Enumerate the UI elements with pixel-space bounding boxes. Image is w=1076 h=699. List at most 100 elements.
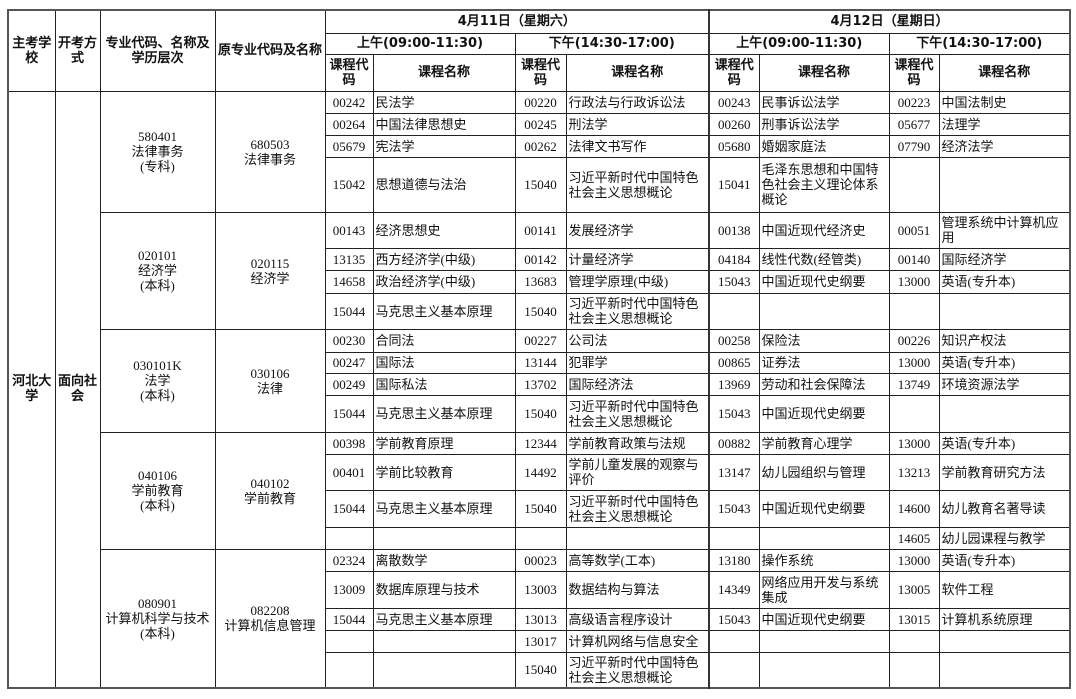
course-name: 保险法 <box>758 328 890 353</box>
course-name: 婚姻家庭法 <box>758 134 890 158</box>
course-name: 环境资源法学 <box>938 372 1071 396</box>
course-code: 13003 <box>514 570 567 609</box>
course-name: 马克思主义基本原理 <box>372 489 516 528</box>
orig-major-cell: 680503 法律事务 <box>214 90 326 213</box>
course-name <box>372 526 516 550</box>
course-code: 00051 <box>888 211 940 249</box>
course-name: 证券法 <box>758 351 890 374</box>
orig-major-line: 法律 <box>256 380 283 396</box>
course-code: 15043 <box>708 607 760 631</box>
course-name <box>758 292 890 330</box>
course-name: 马克思主义基本原理 <box>372 394 516 433</box>
course-code: 00264 <box>324 112 374 136</box>
course-name: 犯罪学 <box>565 351 710 374</box>
course-code: 15040 <box>514 156 567 213</box>
course-name: 宪法学 <box>372 134 516 158</box>
course-name: 民事诉讼法学 <box>758 90 890 114</box>
course-name: 幼儿园组织与管理 <box>758 453 890 491</box>
table-row: 15042 思想道德与法治 15040 习近平新时代中国特色社会主义思想概论 15041… <box>8 156 1071 213</box>
table-row: 00264 中国法律思想史 00245 刑法学 00260 刑事诉讼法学 05677 法理学 <box>8 112 1071 136</box>
course-code <box>324 651 374 689</box>
course-name: 学前教育原理 <box>372 431 516 455</box>
header-course-code: 课程代码 <box>888 53 940 92</box>
course-name <box>938 292 1071 330</box>
course-code: 00141 <box>514 211 567 249</box>
course-name: 中国近现代史纲要 <box>758 394 890 433</box>
course-code: 15043 <box>708 269 760 294</box>
major-line: (本科) <box>140 625 175 641</box>
orig-major-line: 020115 <box>250 255 290 271</box>
course-code: 15040 <box>514 292 567 330</box>
course-name: 国际经济法 <box>565 372 710 396</box>
course-code: 15040 <box>514 651 567 689</box>
course-code: 13013 <box>514 607 567 631</box>
course-name: 软件工程 <box>938 570 1071 609</box>
header-course-code: 课程代码 <box>708 53 760 92</box>
major-cell: 020101 经济学 (本科) <box>99 211 216 330</box>
course-name: 学前比较教育 <box>372 453 516 491</box>
major-line: (本科) <box>140 388 175 403</box>
header-orig-major: 原专业代码及名称 <box>214 9 326 92</box>
course-name: 国际经济学 <box>938 247 1071 271</box>
orig-major-cell: 040102 学前教育 <box>214 431 326 550</box>
course-code: 05677 <box>888 112 940 136</box>
course-name: 中国近现代史纲要 <box>758 489 890 528</box>
course-code: 13000 <box>888 351 940 374</box>
course-name <box>938 629 1071 653</box>
orig-major-line: 680503 <box>250 136 290 152</box>
course-name: 马克思主义基本原理 <box>372 607 516 631</box>
course-code: 15042 <box>324 156 374 213</box>
course-code: 13000 <box>888 269 940 294</box>
major-line: 计算机科学与技术 <box>105 610 210 626</box>
course-code: 13000 <box>888 431 940 455</box>
table-row: 15040 习近平新时代中国特色社会主义思想概论 <box>8 651 1071 689</box>
major-line: 法律事务 <box>131 144 184 159</box>
course-code: 15043 <box>708 489 760 528</box>
table-row: 030101K 法学 (本科) 030106 法律 00230 合同法 00227 公司法 002… <box>8 328 1071 433</box>
course-code: 00247 <box>324 351 374 374</box>
course-code: 14605 <box>888 526 940 550</box>
course-name: 刑法学 <box>565 112 710 136</box>
course-name <box>938 394 1071 433</box>
course-code: 00243 <box>708 90 760 114</box>
course-name: 知识产权法 <box>938 328 1071 353</box>
orig-major-cell: 020115 经济学 <box>214 211 326 330</box>
table-row: 13017 计算机网络与信息安全 <box>8 629 1071 653</box>
major-line: (本科) <box>140 278 175 293</box>
course-name: 管理系统中计算机应用 <box>938 211 1071 249</box>
course-code: 00140 <box>888 247 940 271</box>
course-name: 行政法与行政诉讼法 <box>565 90 710 114</box>
course-code: 05679 <box>324 134 374 158</box>
course-name: 刑事诉讼法学 <box>758 112 890 136</box>
course-name: 英语(专升本) <box>938 548 1071 572</box>
orig-major-line: 法律事务 <box>243 151 296 167</box>
course-name: 管理学原理(中级) <box>565 269 710 294</box>
header-session-4: 下午(14:30-17:00) <box>888 32 1071 55</box>
course-code: 00258 <box>708 328 760 353</box>
course-name <box>372 629 516 653</box>
major-line: 学前教育 <box>131 483 184 498</box>
course-code: 12344 <box>514 431 567 455</box>
course-code <box>708 629 760 653</box>
course-code: 15044 <box>324 292 374 330</box>
table-row: 05679 宪法学 00262 法律文书写作 05680 婚姻家庭法 07790 经济法学 <box>8 134 1071 158</box>
orig-major-line: 030106 <box>250 365 290 381</box>
course-code: 00226 <box>888 328 940 353</box>
course-name: 合同法 <box>372 328 516 353</box>
course-name: 法理学 <box>938 112 1071 136</box>
course-code: 13702 <box>514 372 567 396</box>
course-code: 13135 <box>324 247 374 271</box>
course-name <box>372 651 516 689</box>
table-row: 13135 西方经济学(中级) 00142 计量经济学 04184 线性代数(经管类) 00… <box>8 247 1071 271</box>
course-code <box>514 526 567 550</box>
orig-major-line: 经济学 <box>250 270 290 286</box>
course-code: 14349 <box>708 570 760 609</box>
major-cell: 040106 学前教育 (本科) <box>99 431 216 550</box>
course-code: 00142 <box>514 247 567 271</box>
course-code: 05680 <box>708 134 760 158</box>
header-date-2: 4月12日（星期日） <box>708 9 1071 34</box>
course-code: 13147 <box>708 453 760 491</box>
course-name: 英语(专升本) <box>938 351 1071 374</box>
course-code: 00865 <box>708 351 760 374</box>
course-name: 毛泽东思想和中国特色社会主义理论体系概论 <box>758 156 890 213</box>
